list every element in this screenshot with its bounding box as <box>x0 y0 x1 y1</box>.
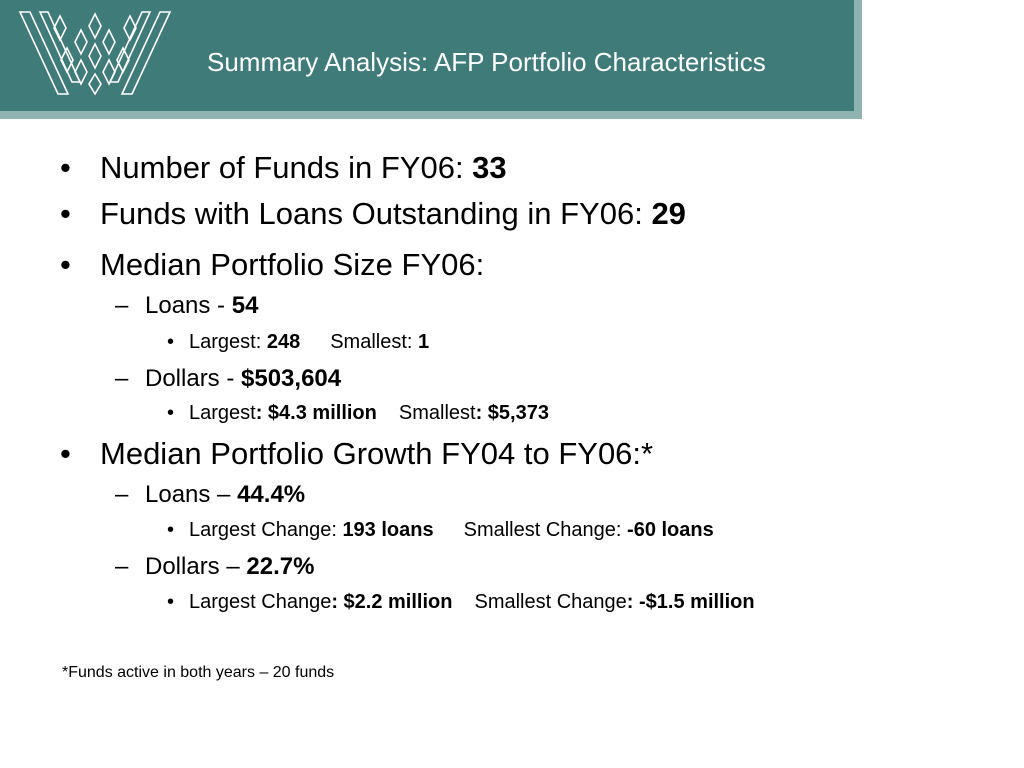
funds-count-value: 33 <box>472 150 507 185</box>
largest-change-label: Largest Change <box>189 591 332 613</box>
bullet-marker: • <box>167 591 175 613</box>
bullet-marker: • <box>167 331 175 353</box>
largest-value: : $4.3 million <box>255 402 377 424</box>
funds-with-loans-value: 29 <box>651 196 686 231</box>
largest-change-value: : $2.2 million <box>331 591 453 613</box>
smallest-change-label: Smallest Change: <box>463 519 628 541</box>
smallest-value: 1 <box>418 331 430 353</box>
median-size-line: Median Portfolio Size FY06: <box>100 247 484 283</box>
funds-count-label: Number of Funds in FY06: <box>100 150 473 185</box>
dash-marker: – <box>115 553 129 580</box>
funds-with-loans-line: Funds with Loans Outstanding in FY06: 29 <box>100 196 686 232</box>
bullet-marker: • <box>167 519 175 541</box>
size-loans-label: Loans - <box>145 292 232 319</box>
bullet-marker: • <box>60 247 71 282</box>
dash-marker: – <box>115 481 129 508</box>
page-title: Summary Analysis: AFP Portfolio Characte… <box>207 47 766 77</box>
growth-loans-range-line: Largest Change: 193 loans Smallest Change… <box>189 517 714 543</box>
largest-change-value: 193 loans <box>342 519 434 541</box>
growth-dollars-value: 22.7% <box>246 553 315 580</box>
bullet-marker: • <box>60 150 71 185</box>
size-loans-line: Loans - 54 <box>145 291 258 321</box>
size-dollars-value: $503,604 <box>241 365 342 392</box>
smallest-change-value: -60 loans <box>627 519 714 541</box>
funds-with-loans-label: Funds with Loans Outstanding in FY06: <box>100 196 652 231</box>
size-dollars-label: Dollars - <box>145 365 242 392</box>
bullet-marker: • <box>167 402 175 424</box>
smallest-change-label: Smallest Change <box>474 591 627 613</box>
median-growth-label: Median Portfolio Growth FY04 to FY06:* <box>100 436 654 471</box>
median-size-label: Median Portfolio Size FY06: <box>100 247 485 282</box>
smallest-change-value: : -$1.5 million <box>626 591 755 613</box>
size-loans-range-line: Largest: 248 Smallest: 1 <box>189 329 429 355</box>
bullet-marker: • <box>60 196 71 231</box>
footnote: *Funds active in both years – 20 funds <box>62 664 335 681</box>
smallest-label: Smallest: <box>330 331 419 353</box>
growth-loans-line: Loans – 44.4% <box>145 480 305 510</box>
size-dollars-range-line: Largest: $4.3 million Smallest: $5,373 <box>189 400 549 426</box>
bullet-marker: • <box>60 436 71 471</box>
largest-value: 248 <box>266 331 301 353</box>
largest-change-label: Largest Change: <box>189 519 343 541</box>
funds-count-line: Number of Funds in FY06: 33 <box>100 150 507 186</box>
dash-marker: – <box>115 365 129 392</box>
smallest-label: Smallest <box>398 402 476 424</box>
header-bar: Summary Analysis: AFP Portfolio Characte… <box>0 0 854 111</box>
growth-dollars-line: Dollars – 22.7% <box>145 552 314 582</box>
size-loans-value: 54 <box>231 292 259 319</box>
median-growth-line: Median Portfolio Growth FY04 to FY06:* <box>100 436 653 472</box>
growth-loans-label: Loans – <box>145 481 238 508</box>
growth-dollars-label: Dollars – <box>145 553 247 580</box>
logo-icon <box>18 11 172 96</box>
largest-label: Largest <box>189 402 256 424</box>
smallest-value: : $5,373 <box>475 402 549 424</box>
size-dollars-line: Dollars - $503,604 <box>145 364 341 394</box>
dash-marker: – <box>115 292 129 319</box>
growth-loans-value: 44.4% <box>237 481 306 508</box>
largest-label: Largest: <box>189 331 267 353</box>
growth-dollars-range-line: Largest Change: $2.2 million Smallest Cha… <box>189 589 755 615</box>
